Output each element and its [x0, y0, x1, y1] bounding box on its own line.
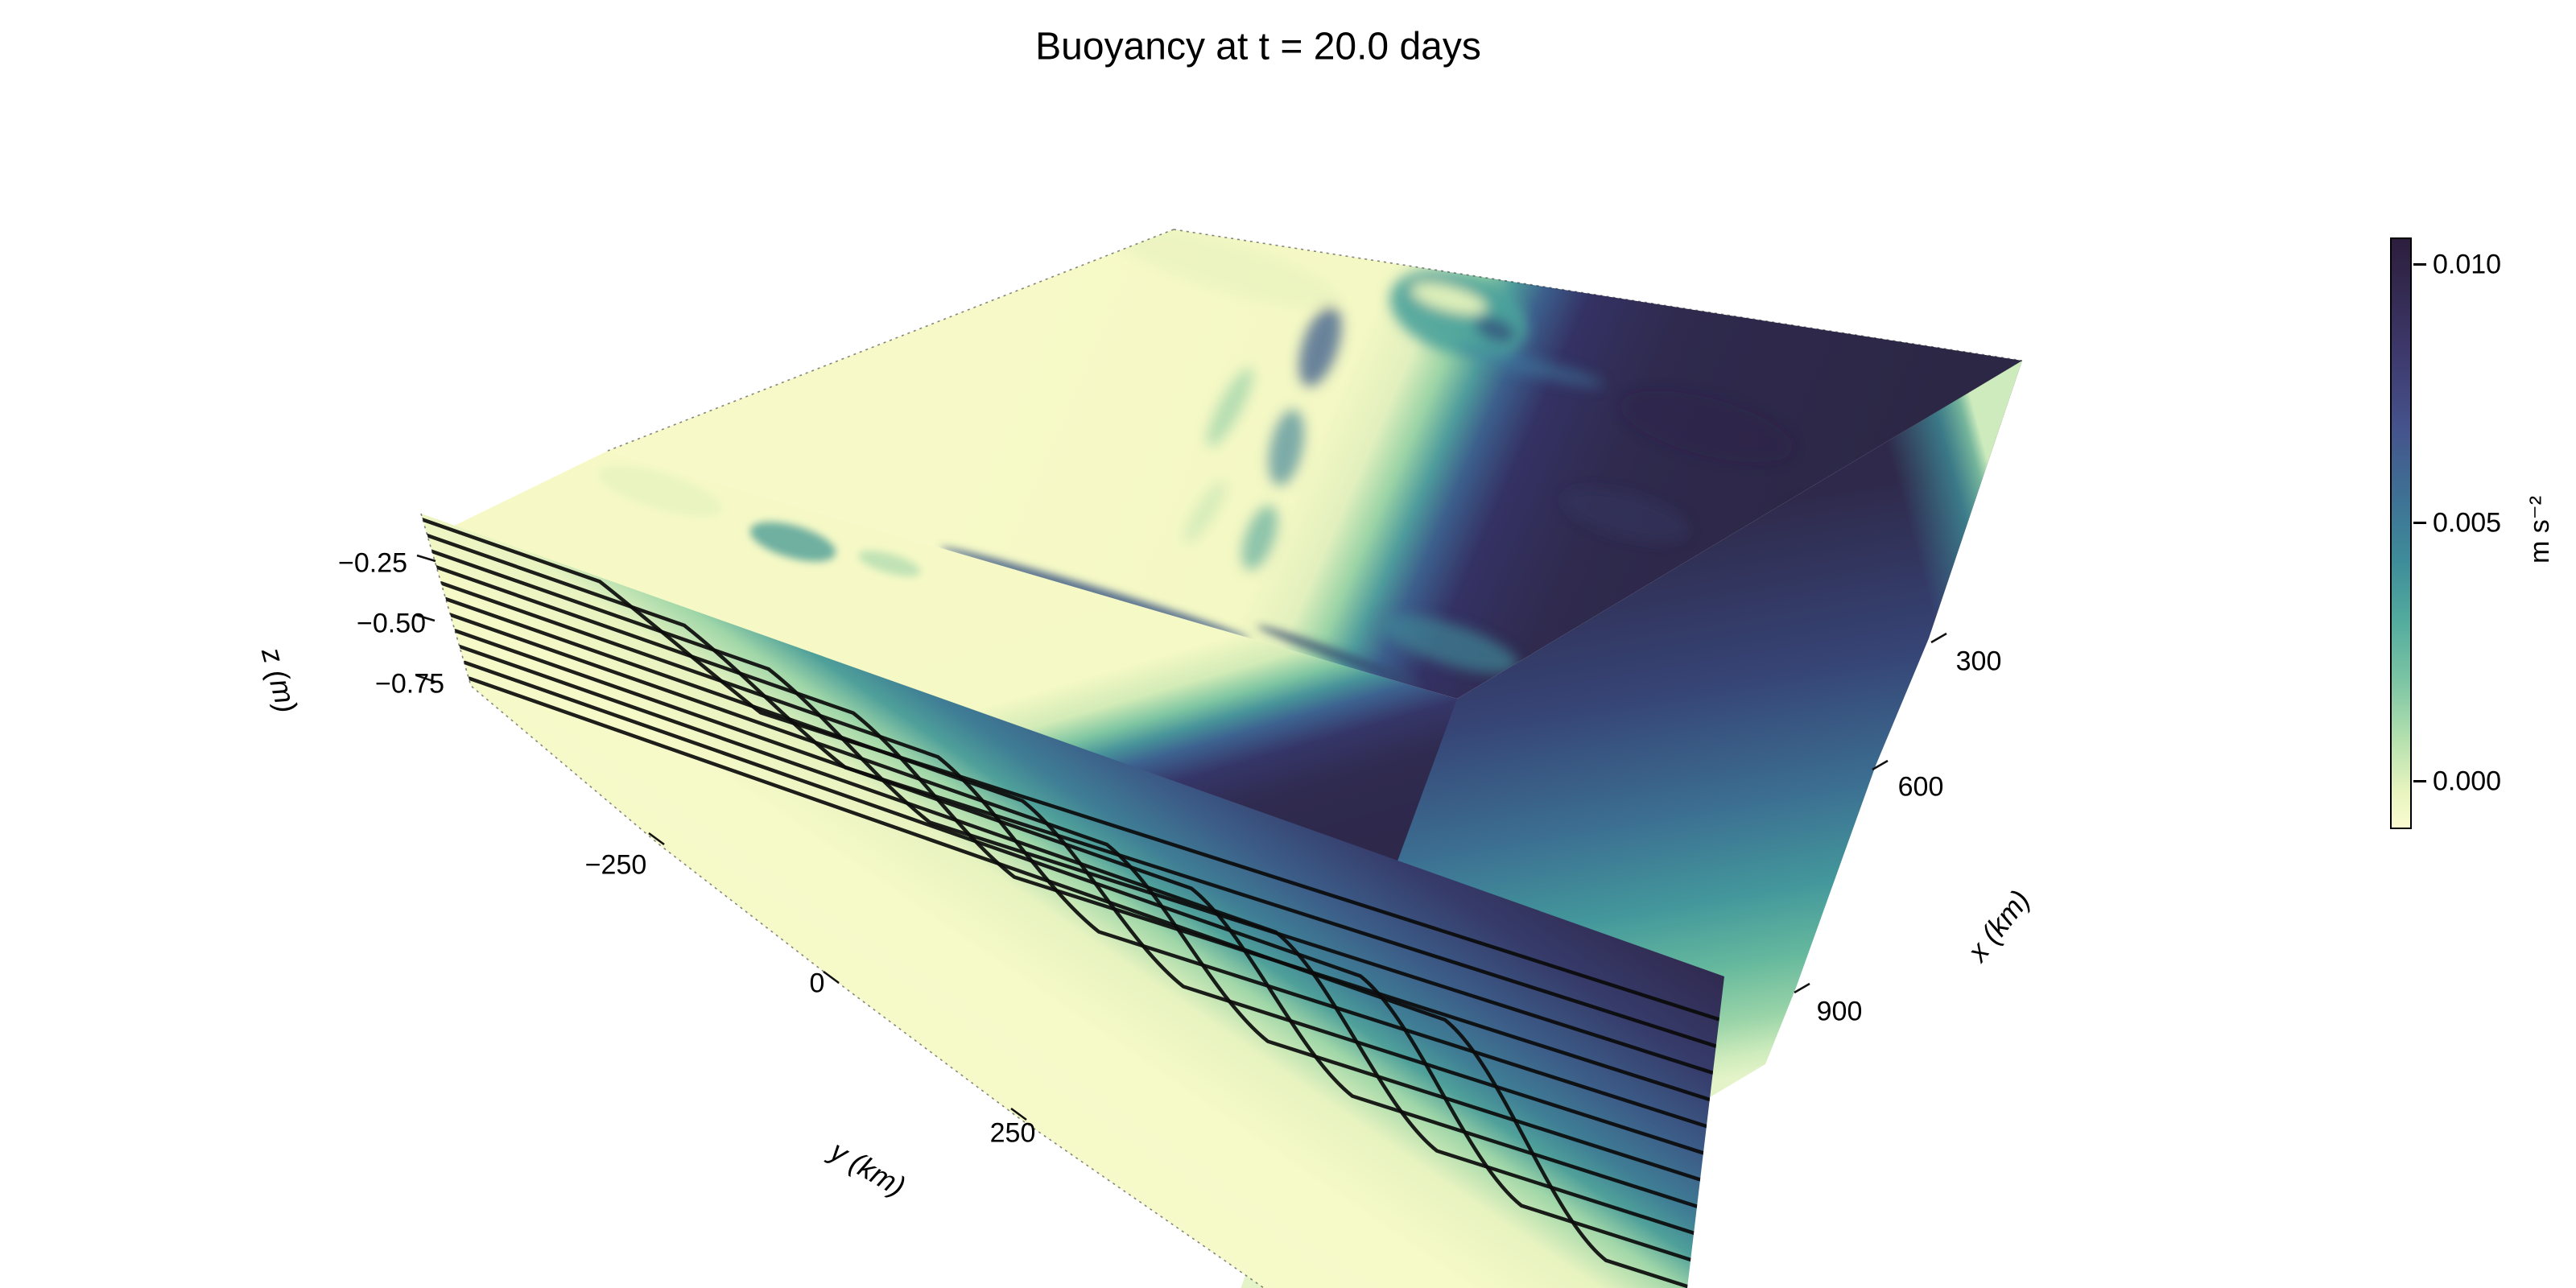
surface-front-eddies — [1108, 229, 1934, 674]
z-tick-mark — [415, 674, 436, 683]
y-tick-label: −250 — [584, 849, 647, 881]
y-tick-mark — [823, 970, 840, 985]
contour-line — [448, 613, 1703, 1182]
contour-line — [429, 549, 1715, 1075]
z-tick-label: −0.50 — [356, 608, 427, 639]
contour-line — [467, 676, 1690, 1288]
x-tick-label: 900 — [1816, 996, 1863, 1027]
x-tick-label: 600 — [1897, 771, 1944, 803]
contour-line — [458, 644, 1696, 1235]
colorbar-tick-label: 0.010 — [2433, 249, 2502, 280]
z-tick-mark — [416, 554, 436, 563]
buoyancy-contour-lines — [421, 517, 1722, 1288]
colorbar — [2390, 237, 2412, 829]
x-tick-mark — [1794, 982, 1810, 994]
colorbar-tick-mark — [2413, 780, 2426, 782]
z-tick-label: −0.75 — [374, 668, 445, 700]
axis-tick-marks — [415, 554, 1947, 1121]
colorbar-tick-label: 0.000 — [2433, 766, 2502, 797]
y-tick-label: 250 — [989, 1117, 1036, 1149]
colorbar-tick-label: 0.005 — [2433, 507, 2502, 539]
x-tick-mark — [1872, 759, 1889, 771]
contour-line — [453, 629, 1699, 1208]
contour-line — [439, 580, 1709, 1129]
x-tick-label: 300 — [1955, 646, 2002, 677]
z-tick-mark — [415, 613, 436, 622]
colorbar-tick-mark — [2413, 522, 2426, 524]
colorbar-unit-label: m s⁻² — [2524, 495, 2555, 564]
front-face-eddies — [598, 465, 921, 576]
y-tick-label: 0 — [809, 968, 825, 999]
x-tick-mark — [1930, 632, 1947, 644]
y-tick-mark — [648, 832, 665, 846]
y-tick-mark — [1010, 1107, 1027, 1121]
plot-title: Buoyancy at t = 20.0 days — [1035, 25, 1481, 68]
contour-line — [444, 597, 1706, 1155]
colorbar-tick-mark — [2413, 263, 2426, 266]
contour-line — [421, 517, 1722, 1022]
z-tick-label: −0.25 — [337, 547, 408, 579]
axis-spines — [607, 229, 2023, 452]
contour-line — [463, 660, 1693, 1262]
